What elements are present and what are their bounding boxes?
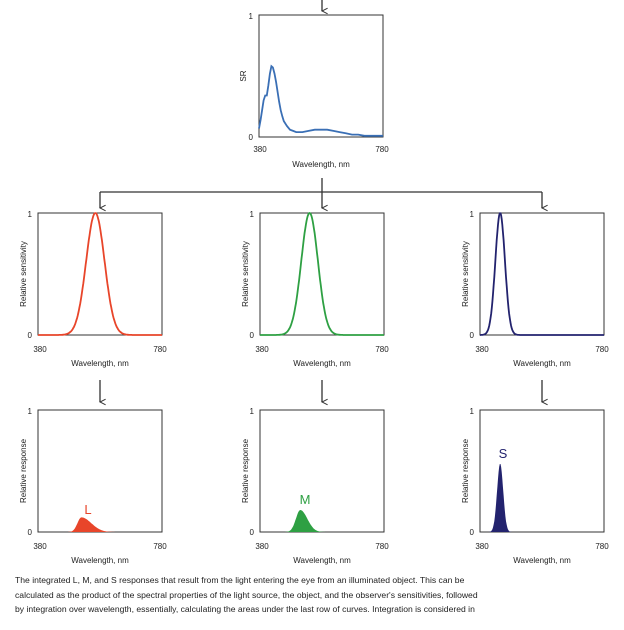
m-sensitivity-curve (260, 211, 384, 336)
source-spectrum-curve (258, 64, 383, 137)
x-tick-start: 380 (475, 345, 489, 354)
x-axis-label: Wavelength, nm (71, 556, 129, 565)
l-response-panel: Relative response 1 0 380 780 Wavelength… (19, 407, 167, 565)
y-tick-top: 1 (250, 407, 255, 416)
plot-frame (479, 212, 605, 336)
y-axis-label: SR (239, 70, 248, 81)
l-response-label: L (84, 502, 91, 517)
y-tick-top: 1 (28, 210, 33, 219)
s-sensitivity-curve (480, 212, 604, 336)
y-tick-bottom: 0 (250, 528, 255, 537)
x-tick-end: 780 (595, 542, 609, 551)
x-axis-label: Wavelength, nm (292, 160, 350, 169)
x-axis-label: Wavelength, nm (513, 556, 571, 565)
y-axis-label: Relative response (19, 438, 28, 503)
x-tick-end: 780 (375, 345, 389, 354)
x-tick-start: 380 (255, 345, 269, 354)
caption-line: by integration over wavelength, essentia… (15, 604, 475, 614)
y-tick-top: 1 (28, 407, 33, 416)
figure-caption: The integrated L, M, and S responses tha… (15, 573, 615, 617)
x-tick-start: 380 (253, 145, 267, 154)
caption-line: calculated as the product of the spectra… (15, 589, 478, 600)
x-tick-end: 780 (375, 145, 389, 154)
y-tick-bottom: 0 (28, 528, 33, 537)
x-tick-start: 380 (33, 345, 47, 354)
source-spectrum-panel: SR 1 0 380 780 Wavelength, nm (239, 12, 389, 169)
x-axis-label: Wavelength, nm (293, 359, 351, 368)
y-tick-bottom: 0 (250, 331, 255, 340)
m-sensitivity-panel: Relative sensitivity 1 0 380 780 Wavelen… (241, 210, 389, 368)
plot-frame (259, 212, 385, 336)
y-tick-top: 1 (470, 407, 475, 416)
y-tick-bottom: 0 (470, 528, 475, 537)
x-axis-label: Wavelength, nm (513, 359, 571, 368)
x-tick-end: 780 (153, 345, 167, 354)
s-sensitivity-panel: Relative sensitivity 1 0 380 780 Wavelen… (461, 210, 609, 368)
s-response-panel: Relative response 1 0 380 780 Wavelength… (461, 407, 609, 565)
y-axis-label: Relative response (241, 438, 250, 503)
y-tick-bottom: 0 (28, 331, 33, 340)
x-axis-label: Wavelength, nm (71, 359, 129, 368)
l-sensitivity-panel: Relative sensitivity 1 0 380 780 Wavelen… (19, 210, 167, 368)
spectral-response-diagram: SR 1 0 380 780 Wavelength, nm Relative s… (19, 0, 609, 565)
x-tick-end: 780 (375, 542, 389, 551)
y-tick-bottom: 0 (470, 331, 475, 340)
plot-frame (37, 409, 163, 533)
x-tick-end: 780 (595, 345, 609, 354)
y-axis-label: Relative sensitivity (241, 241, 250, 307)
s-response-label: S (499, 446, 508, 461)
x-tick-start: 380 (33, 542, 47, 551)
x-tick-end: 780 (153, 542, 167, 551)
m-response-panel: Relative response 1 0 380 780 Wavelength… (241, 407, 389, 565)
x-tick-start: 380 (255, 542, 269, 551)
m-response-label: M (300, 492, 311, 507)
flow-arrows (98, 0, 548, 406)
x-axis-label: Wavelength, nm (293, 556, 351, 565)
y-tick-bottom: 0 (249, 133, 254, 142)
y-tick-top: 1 (250, 210, 255, 219)
plot-frame (259, 409, 385, 533)
caption-line: The integrated L, M, and S responses tha… (15, 575, 465, 585)
x-tick-start: 380 (475, 542, 489, 551)
y-axis-label: Relative sensitivity (461, 241, 470, 307)
y-axis-label: Relative sensitivity (19, 241, 28, 307)
y-tick-top: 1 (249, 12, 254, 21)
y-tick-top: 1 (470, 210, 475, 219)
l-sensitivity-curve (38, 212, 162, 336)
plot-frame (258, 14, 384, 138)
y-axis-label: Relative response (461, 438, 470, 503)
